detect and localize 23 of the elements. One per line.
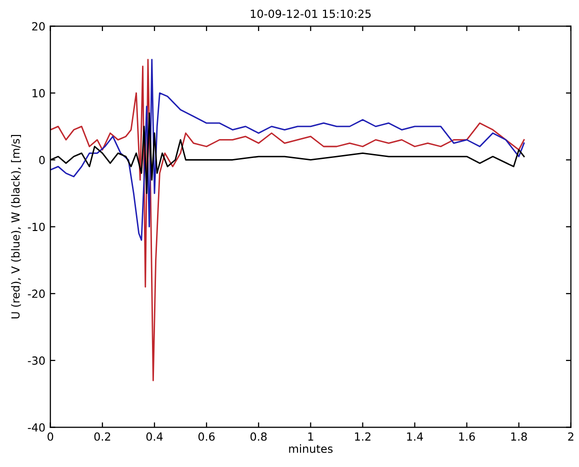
y-tick-label: -10 [28,222,45,232]
x-tick-label: 1.8 [511,432,527,441]
x-tick-label: 1.6 [459,432,475,441]
y-tick-label: 20 [32,22,45,31]
x-tick-label: 0.2 [94,432,110,441]
x-axis-title: minutes [289,444,333,453]
x-tick-label: 1 [308,432,314,441]
x-tick-label: 0.6 [198,432,215,441]
line-series [50,58,525,241]
line-series [50,58,525,382]
x-tick-label: 2 [568,432,574,441]
y-tick-label: -20 [28,290,45,298]
y-tick-label: -40 [28,423,45,432]
x-tick-label: 0.4 [146,432,163,441]
x-tick-label: 0.8 [250,432,267,441]
x-tick-label: 1.4 [407,432,423,441]
x-tick-label: 0 [48,432,54,441]
y-tick-label: 10 [32,88,45,98]
y-tick-label: -30 [28,356,45,365]
y-axis-title: U (red), V (blue), W (black), [m/s] [11,135,21,318]
y-tick-label: 0 [39,156,45,164]
chart-title: 10-09-12-01 15:10:25 [250,10,371,18]
x-tick-label: 1.2 [355,432,370,441]
